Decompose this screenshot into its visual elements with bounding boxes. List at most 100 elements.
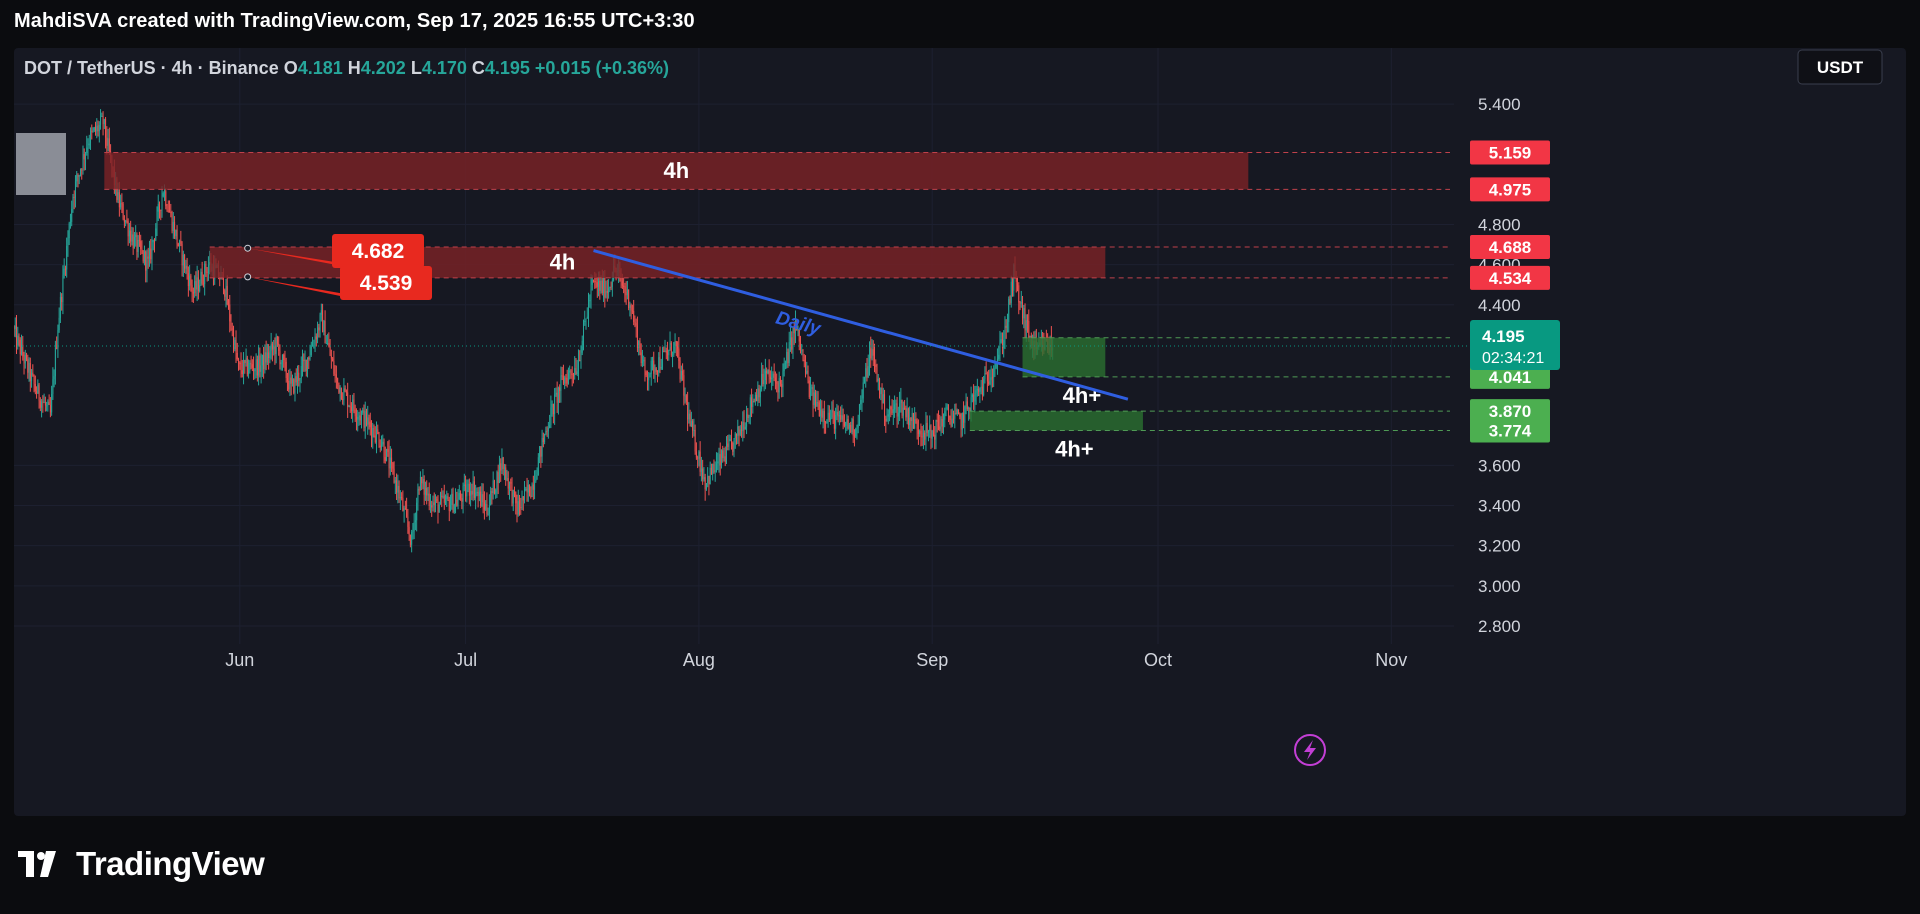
candle-body — [879, 378, 881, 395]
candle-body — [1000, 339, 1002, 343]
candle-body — [569, 370, 571, 373]
candle-body — [956, 409, 958, 415]
candle-body — [631, 310, 633, 312]
candle-body — [672, 354, 674, 356]
candle-body — [582, 321, 584, 341]
candle-body — [654, 368, 656, 374]
candle-body — [688, 413, 690, 420]
daily-trendline[interactable] — [593, 249, 1129, 401]
level-badge-text: 3.774 — [1489, 421, 1532, 440]
candle-body — [863, 377, 865, 383]
candle-body — [33, 375, 35, 384]
candle-body — [694, 429, 696, 452]
candle-body — [495, 489, 497, 494]
candle-body — [338, 382, 340, 393]
candle-body — [995, 363, 997, 368]
candle-body — [1008, 298, 1010, 323]
candle-body — [871, 349, 873, 359]
candle-body — [251, 364, 253, 368]
candle-body — [975, 390, 977, 394]
currency-button[interactable] — [1797, 49, 1883, 85]
candle-body — [167, 210, 169, 212]
candle-body — [358, 415, 360, 417]
candle-body — [759, 389, 761, 398]
candle-body — [96, 125, 98, 132]
zone-demand-3[interactable] — [969, 411, 1143, 431]
candle-body — [983, 379, 985, 396]
candle-body — [362, 410, 364, 413]
candle-body — [800, 341, 801, 351]
candle-body — [439, 495, 441, 505]
candle-body — [224, 290, 226, 297]
candle-body — [137, 239, 139, 252]
candle-body — [702, 468, 704, 480]
candle-body — [846, 419, 848, 422]
candle-body — [288, 380, 290, 390]
candle-body — [445, 499, 447, 503]
candle-body — [1006, 322, 1008, 328]
candle-body — [68, 223, 70, 239]
candle-body — [121, 203, 123, 205]
candle-body — [753, 400, 755, 402]
candle-body — [919, 430, 921, 434]
candle-body — [404, 508, 406, 510]
candle-body — [954, 413, 956, 419]
candle-body — [802, 350, 804, 360]
candle-body — [275, 336, 277, 354]
lightning-icon-ring[interactable] — [1294, 734, 1326, 766]
candle-body — [100, 116, 102, 125]
candle-body — [343, 388, 345, 400]
chart-panel[interactable]: 4h 4h 4h+ 4h+ Daily 5.400 4.800 4.600 4.400 3.6… — [14, 48, 1906, 816]
candle-body — [629, 305, 631, 309]
candle-body — [146, 256, 148, 271]
candle-body — [662, 350, 664, 367]
candle-body — [142, 250, 144, 262]
tradingview-wordmark: TradingView — [76, 845, 265, 882]
candle-body — [515, 492, 517, 504]
candle-body — [738, 426, 740, 435]
candle-body — [895, 403, 897, 405]
candle-body — [271, 343, 273, 350]
candle-body — [486, 504, 488, 515]
candle-body — [475, 492, 477, 498]
candle-body — [939, 426, 941, 430]
candle-body — [166, 206, 168, 211]
candle-body — [892, 409, 894, 414]
candle-body — [746, 414, 748, 427]
candle-body — [926, 422, 928, 433]
candle-body — [255, 359, 257, 370]
candle-body — [950, 420, 952, 427]
tradingview-logo-icon — [18, 851, 56, 877]
candle-body — [456, 499, 458, 506]
candle-body — [148, 248, 150, 259]
candle-body — [823, 410, 825, 422]
candle-body — [219, 277, 221, 280]
y-tick-label: 3.400 — [1478, 497, 1521, 516]
callout-box[interactable] — [340, 266, 432, 300]
candle-body — [584, 321, 586, 323]
candle-body — [949, 415, 951, 421]
tradingview-logo[interactable]: TradingView — [18, 845, 265, 883]
callout-box[interactable] — [332, 234, 424, 268]
candle-body — [92, 130, 94, 132]
level-badge-text: 4.041 — [1489, 368, 1532, 387]
candle-body — [855, 429, 857, 437]
candle-body — [463, 484, 465, 486]
candle-body — [641, 361, 643, 364]
candle-body — [53, 376, 55, 380]
candle-body — [852, 419, 854, 436]
candle-body — [160, 209, 162, 211]
candle-body — [657, 371, 658, 373]
candle-body — [564, 377, 566, 384]
candle-body — [357, 416, 359, 420]
candle-body — [19, 339, 21, 355]
candle-body — [86, 147, 88, 153]
candle-body — [707, 475, 709, 484]
candle-body — [384, 457, 386, 461]
candle-body — [603, 277, 605, 294]
zone-supply-0[interactable] — [104, 152, 1249, 190]
candle-body — [734, 433, 736, 439]
zone-demand-2[interactable] — [1022, 337, 1106, 377]
candle-body — [386, 448, 388, 461]
